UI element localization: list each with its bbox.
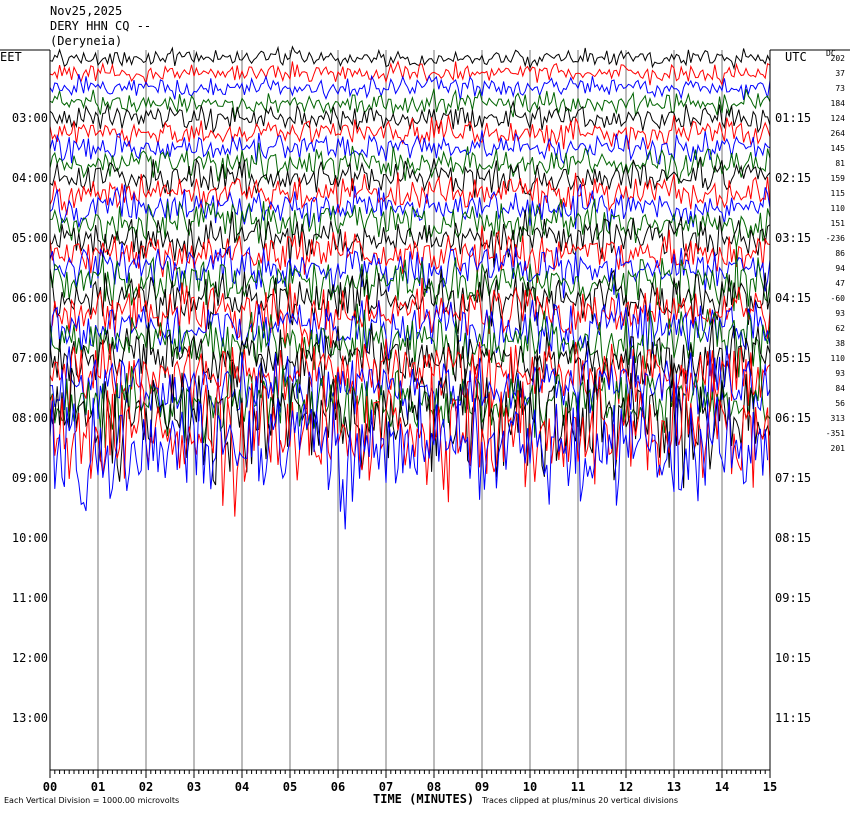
right-hour-label: 07:15 [775,471,811,485]
x-axis-title: TIME (MINUTES) [373,792,474,806]
x-tick-label: 14 [715,780,729,794]
right-hour-label: 02:15 [775,171,811,185]
seismic-trace [49,242,771,299]
right-hour-label: 08:15 [775,531,811,545]
dc-offset-label: 124 [831,114,846,123]
x-tick-label: 07 [379,780,393,794]
left-hour-label: 10:00 [12,531,48,545]
timezone-left-label: EET [0,50,22,64]
dc-offset-label: -60 [831,294,846,303]
station-name: DERY HHN CQ -- [50,19,152,33]
right-hour-label: 04:15 [775,291,811,305]
left-hour-label: 12:00 [12,651,48,665]
clip-note: Traces clipped at plus/minus 20 vertical… [481,796,678,805]
seismic-trace [49,45,771,71]
x-tick-label: 15 [763,780,777,794]
dc-offset-label: 264 [831,129,846,138]
x-tick-label: 05 [283,780,297,794]
dc-offset-label: 151 [831,219,846,228]
dc-offset-label: 86 [835,249,845,258]
x-tick-label: 02 [139,780,153,794]
seismic-trace [49,73,771,101]
trace-group [49,45,771,530]
x-tick-label: 04 [235,780,249,794]
dc-offset-label: 93 [835,309,845,318]
x-tick-label: 11 [571,780,585,794]
x-tick-label: 03 [187,780,201,794]
x-tick-label: 06 [331,780,345,794]
left-hour-label: 03:00 [12,111,48,125]
dc-offset-label: 93 [835,369,845,378]
right-hour-label: 05:15 [775,351,811,365]
seismic-trace [49,246,771,314]
axis-labels: EET UTC DC TIME (MINUTES) Each Vertical … [0,49,845,806]
dc-offset-label: -236 [826,234,845,243]
seismic-trace [49,225,771,283]
right-hour-label: 11:15 [775,711,811,725]
dc-offset-label: 145 [831,144,846,153]
right-hour-label: 06:15 [775,411,811,425]
dc-offset-label: 202 [831,54,846,63]
dc-offset-label: 110 [831,204,846,213]
dc-offset-label: 115 [831,189,846,198]
plot-date: Nov25,2025 [50,4,123,18]
station-location: (Deryneia) [50,34,123,48]
dc-offset-label: 37 [835,69,845,78]
dc-header-label: DC [826,49,836,58]
dc-offset-label: 110 [831,354,846,363]
dc-offset-label: 56 [835,399,845,408]
left-hour-label: 11:00 [12,591,48,605]
dc-offset-label: 73 [835,84,845,93]
dc-offset-label: 313 [831,414,846,423]
left-hour-label: 05:00 [12,231,48,245]
seismic-trace [49,319,771,399]
x-tick-label: 08 [427,780,441,794]
timezone-right-label: UTC [785,50,807,64]
left-hour-label: 07:00 [12,351,48,365]
seismic-trace [49,60,771,87]
seismic-trace [49,373,769,530]
seismic-trace [49,88,771,119]
right-hour-label: 09:15 [775,591,811,605]
dc-offset-label: 159 [831,174,846,183]
x-tick-label: 01 [91,780,105,794]
x-tick-label: 12 [619,780,633,794]
plot-frame [0,49,850,778]
dc-offset-label: 84 [835,384,845,393]
left-hour-label: 04:00 [12,171,48,185]
dc-offset-label: 38 [835,339,845,348]
x-tick-label: 00 [43,780,57,794]
seismic-trace [49,172,771,216]
left-hour-label: 08:00 [12,411,48,425]
dc-offset-label: 81 [835,159,845,168]
seismic-trace [49,359,771,448]
seismic-trace [49,100,771,135]
seismic-trace [49,349,771,489]
right-hour-label: 01:15 [775,111,811,125]
seismic-trace [49,335,771,412]
right-hour-label: 10:15 [775,651,811,665]
dc-offset-label: -351 [826,429,845,438]
dc-offset-label: 201 [831,444,846,453]
x-tick-label: 10 [523,780,537,794]
seismic-trace [49,115,771,152]
scale-note: Each Vertical Division = 1000.00 microvo… [4,796,179,805]
dc-offset-label: 184 [831,99,846,108]
dc-offset-label: 94 [835,264,845,273]
seismic-trace [49,142,771,184]
right-hour-label: 03:15 [775,231,811,245]
dc-offset-label: 47 [835,279,845,288]
left-hour-label: 06:00 [12,291,48,305]
seismic-trace [49,157,771,198]
x-tick-label: 13 [667,780,681,794]
seismic-trace [49,303,771,378]
seismic-trace [49,363,771,517]
x-tick-label: 09 [475,780,489,794]
left-hour-label: 09:00 [12,471,48,485]
dc-offset-label: 62 [835,324,845,333]
left-hour-label: 13:00 [12,711,48,725]
